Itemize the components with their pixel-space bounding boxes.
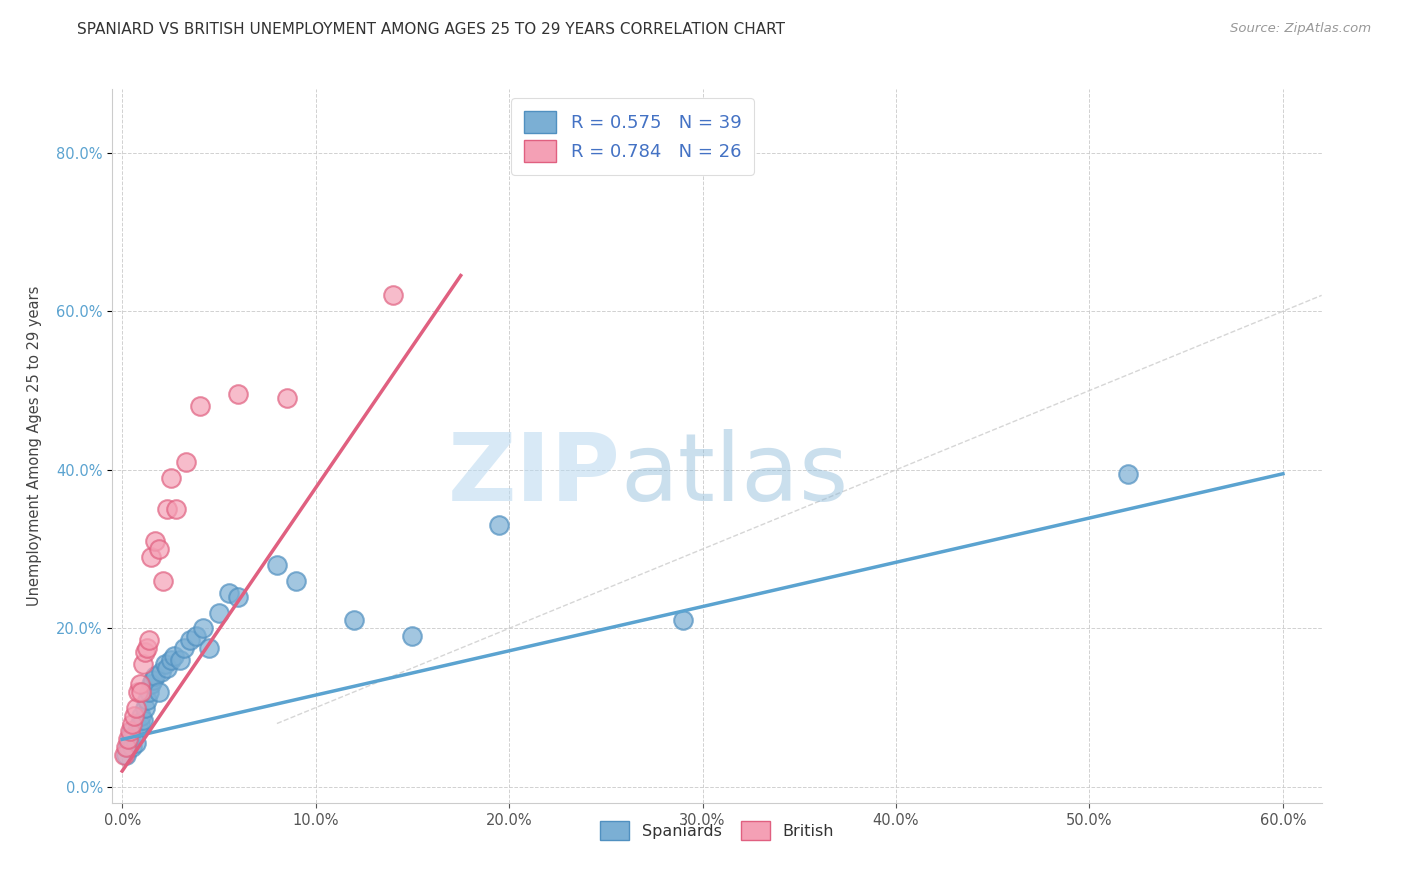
Point <box>184 629 207 643</box>
Point <box>127 685 149 699</box>
Point <box>343 614 366 628</box>
Point <box>285 574 308 588</box>
Point <box>218 585 240 599</box>
Point <box>173 641 195 656</box>
Point <box>266 558 288 572</box>
Text: Source: ZipAtlas.com: Source: ZipAtlas.com <box>1230 22 1371 36</box>
Y-axis label: Unemployment Among Ages 25 to 29 years: Unemployment Among Ages 25 to 29 years <box>27 285 42 607</box>
Point <box>112 748 135 763</box>
Point <box>276 392 298 406</box>
Point <box>143 534 166 549</box>
Text: atlas: atlas <box>620 428 849 521</box>
Point <box>132 713 155 727</box>
Point <box>115 748 138 763</box>
Point <box>138 685 160 699</box>
Point <box>134 645 156 659</box>
Legend: Spaniards, British: Spaniards, British <box>592 813 842 848</box>
Point <box>132 657 155 671</box>
Point <box>121 740 143 755</box>
Point <box>121 724 143 739</box>
Point <box>117 732 139 747</box>
Point <box>174 455 197 469</box>
Point <box>127 721 149 735</box>
Point <box>131 708 153 723</box>
Point <box>148 685 170 699</box>
Point <box>134 700 156 714</box>
Point <box>142 673 165 687</box>
Point <box>401 629 423 643</box>
Point <box>148 542 170 557</box>
Point <box>122 708 145 723</box>
Point <box>152 574 174 588</box>
Point <box>149 665 172 679</box>
Point <box>382 288 405 302</box>
Point <box>156 661 179 675</box>
Point <box>1116 467 1139 481</box>
Point <box>143 669 166 683</box>
Point <box>122 728 145 742</box>
Point <box>125 700 148 714</box>
Point <box>208 606 231 620</box>
Point <box>115 740 138 755</box>
Point <box>488 518 510 533</box>
Text: ZIP: ZIP <box>447 428 620 521</box>
Point <box>672 614 695 628</box>
Point <box>121 716 143 731</box>
Point <box>153 657 176 671</box>
Point <box>141 677 163 691</box>
Point <box>165 502 187 516</box>
Point <box>156 502 179 516</box>
Point <box>131 685 153 699</box>
Point <box>118 724 141 739</box>
Point <box>188 400 211 414</box>
Point <box>128 716 150 731</box>
Point <box>163 649 186 664</box>
Text: SPANIARD VS BRITISH UNEMPLOYMENT AMONG AGES 25 TO 29 YEARS CORRELATION CHART: SPANIARD VS BRITISH UNEMPLOYMENT AMONG A… <box>77 22 786 37</box>
Point <box>136 692 159 706</box>
Point <box>226 590 249 604</box>
Point <box>128 677 150 691</box>
Point <box>226 387 249 401</box>
Point <box>198 641 221 656</box>
Point <box>169 653 191 667</box>
Point <box>118 732 141 747</box>
Point <box>138 633 160 648</box>
Point <box>159 471 181 485</box>
Point <box>125 736 148 750</box>
Point <box>117 740 139 755</box>
Point <box>136 641 159 656</box>
Point <box>141 549 163 564</box>
Point <box>159 653 181 667</box>
Point <box>179 633 201 648</box>
Point <box>193 621 215 635</box>
